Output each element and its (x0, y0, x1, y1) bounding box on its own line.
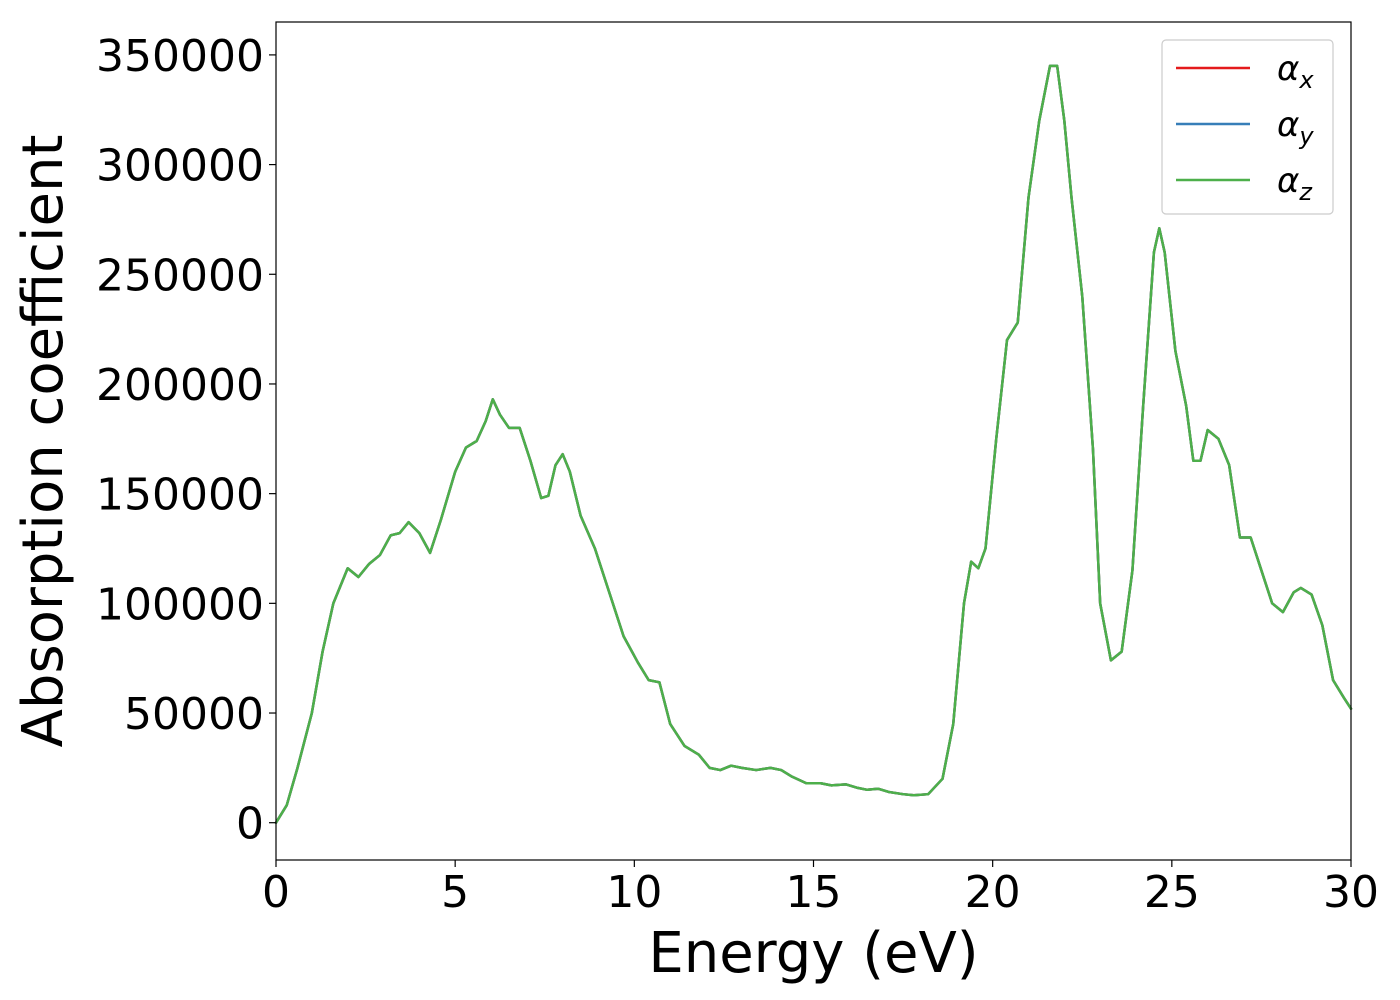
y-tick-label: 100000 (96, 579, 264, 630)
series-line-z (274, 64, 1353, 824)
x-axis: 0 5 10 15 20 25 30 (262, 860, 1379, 918)
y-tick-label: 50000 (124, 689, 264, 740)
legend: αx αy αz (1161, 39, 1334, 215)
y-tick-label: 250000 (96, 250, 264, 301)
legend-label-x: αx (1277, 49, 1314, 94)
y-tick-label: 300000 (96, 141, 264, 192)
x-tick-label: 0 (262, 867, 290, 918)
legend-label-z: αz (1277, 161, 1313, 206)
y-tick-label: 200000 (96, 360, 264, 411)
x-tick-label: 20 (965, 867, 1021, 918)
x-tick-label: 30 (1323, 867, 1379, 918)
y-tick-label: 350000 (96, 31, 264, 82)
y-axis-title: Absorption coefficient (11, 135, 76, 748)
x-axis-title: Energy (eV) (648, 921, 978, 986)
x-tick-label: 5 (441, 867, 469, 918)
y-tick-label: 150000 (96, 470, 264, 521)
y-tick-label: 0 (236, 799, 264, 850)
y-axis: 0 50000 100000 150000 200000 250000 300000 3500… (96, 31, 276, 850)
x-tick-label: 25 (1144, 867, 1200, 918)
x-tick-label: 15 (786, 867, 842, 918)
legend-box (1161, 39, 1334, 215)
series-layer (274, 64, 1353, 824)
x-tick-label: 10 (606, 867, 662, 918)
legend-label-y: αy (1277, 105, 1314, 150)
